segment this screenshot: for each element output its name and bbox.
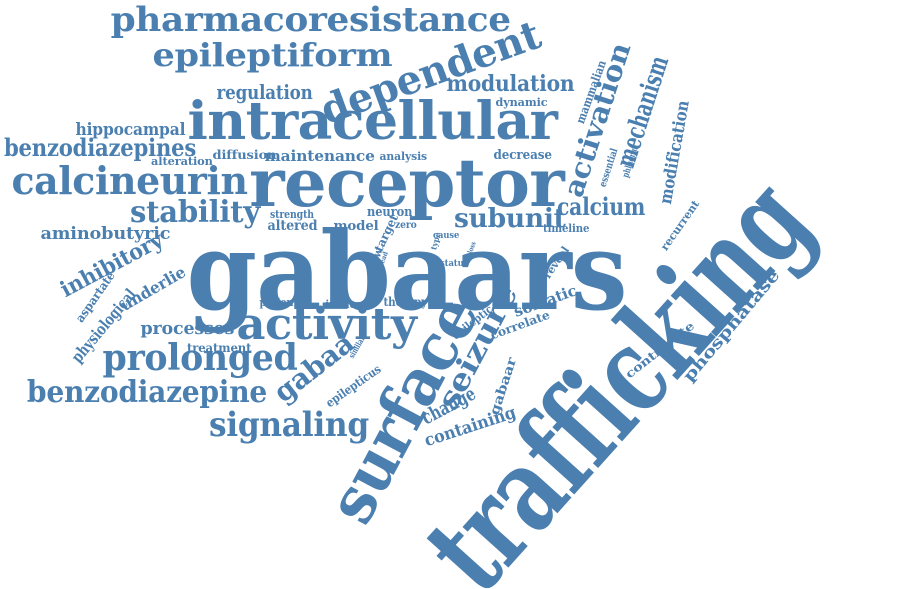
word: strength — [270, 207, 314, 221]
word: analysis — [378, 149, 427, 163]
word: patient — [259, 295, 298, 309]
word: calcium — [557, 192, 646, 221]
word: gabaars — [186, 209, 627, 335]
word: therapy — [382, 295, 427, 309]
word: diffusion — [211, 148, 276, 162]
word: prolonged — [102, 337, 298, 379]
word: modification — [655, 98, 694, 206]
word: intracellular — [186, 91, 557, 152]
word: hippocampal — [74, 119, 185, 140]
word: benzodiazepines — [3, 133, 197, 162]
word: altered — [266, 218, 317, 234]
word: stability — [130, 195, 260, 230]
word: model — [333, 218, 379, 234]
word: timeline — [543, 221, 590, 235]
word: activity — [235, 299, 417, 350]
word: induce — [324, 297, 361, 311]
word: alteration — [151, 154, 213, 168]
word: epileptiform — [152, 36, 392, 74]
word: maintenance — [263, 146, 375, 165]
word: zero — [394, 220, 417, 231]
word: status — [440, 258, 469, 269]
word: processes — [139, 318, 234, 339]
word: decrease — [493, 147, 552, 163]
word: regulation — [215, 80, 313, 104]
word: neuron — [366, 204, 412, 220]
word: aminobutyric — [40, 223, 170, 244]
word: signaling — [208, 405, 369, 445]
word: cause — [433, 230, 460, 241]
word: pharmacoresistance — [110, 0, 511, 40]
word: calcineurin — [10, 158, 248, 203]
word: subunit — [454, 204, 566, 234]
word: treatment — [186, 341, 252, 355]
word: benzodiazepine — [26, 375, 268, 410]
word: receptor — [248, 144, 565, 222]
word: dynamic — [494, 95, 547, 109]
word: modulation — [445, 71, 574, 97]
